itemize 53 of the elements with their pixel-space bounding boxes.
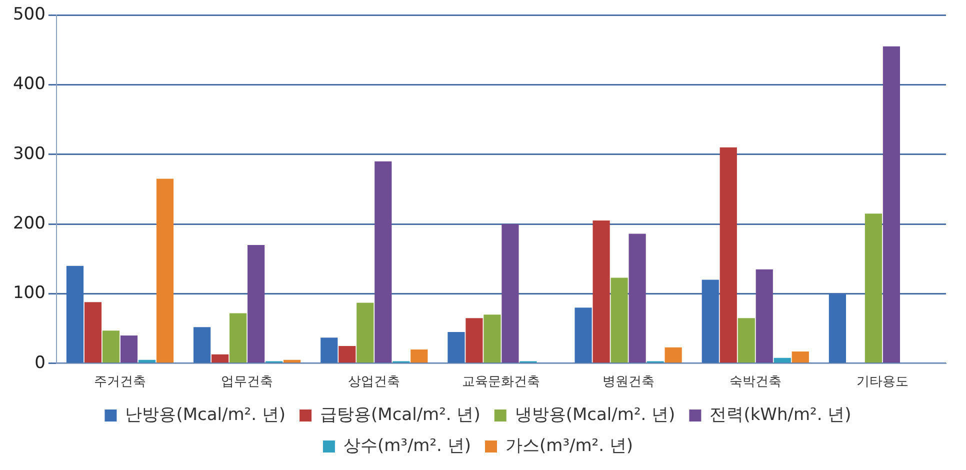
x-tick-label: 기타용도: [856, 374, 908, 390]
bar: [212, 354, 229, 363]
y-tick-label: 400: [12, 74, 46, 94]
x-tick-label: 숙박건축: [729, 374, 782, 390]
bar: [738, 318, 755, 363]
legend-label: 난방용(Mcal/m². 년): [125, 404, 286, 425]
y-tick-label: 500: [12, 4, 46, 24]
bar: [792, 352, 809, 363]
x-tick-label: 업무건축: [221, 374, 274, 390]
bar: [484, 314, 501, 363]
bar: [448, 332, 465, 363]
bar: [156, 178, 174, 363]
bar: [702, 280, 719, 363]
bar: [84, 302, 102, 363]
bar: [882, 46, 900, 363]
legend-label: 가스(m³/m². 년): [506, 436, 634, 456]
bar: [756, 269, 773, 363]
bar: [356, 302, 374, 363]
bar: [864, 214, 882, 363]
bar: [194, 327, 211, 363]
x-tick-label: 교육문화건축: [462, 374, 540, 390]
bar: [592, 220, 610, 363]
y-tick-label: 100: [12, 283, 46, 304]
legend-label: 급탕용(Mcal/m². 년): [320, 404, 480, 425]
bar: [320, 338, 338, 363]
bar: [610, 278, 628, 363]
bar: [248, 244, 265, 363]
bar: [828, 294, 846, 363]
bar: [374, 161, 392, 363]
bar: [338, 346, 356, 363]
legend-label: 상수(m³/m². 년): [343, 436, 472, 456]
bar: [138, 360, 156, 363]
bar: [120, 336, 138, 363]
y-tick-label: 300: [12, 144, 46, 164]
x-tick-label: 주거건축: [94, 374, 146, 390]
bar: [466, 318, 483, 363]
bar: [574, 308, 592, 363]
bar: [720, 147, 737, 363]
bar: [664, 347, 682, 363]
y-tick-label: 0: [34, 352, 46, 373]
bar: [628, 234, 646, 363]
bar: [66, 266, 84, 363]
bar: [284, 360, 301, 363]
bar: [230, 313, 247, 363]
legend-label: 냉방용(Mcal/m². 년): [514, 404, 676, 425]
bar: [102, 330, 120, 363]
y-tick-label: 200: [12, 213, 46, 234]
bar: [410, 349, 428, 363]
bar: [774, 358, 791, 363]
x-tick-label: 상업건축: [348, 374, 400, 390]
legend-label: 전력(kWh/m². 년): [710, 404, 852, 425]
x-tick-label: 병원건축: [602, 374, 654, 390]
bar: [502, 224, 519, 363]
